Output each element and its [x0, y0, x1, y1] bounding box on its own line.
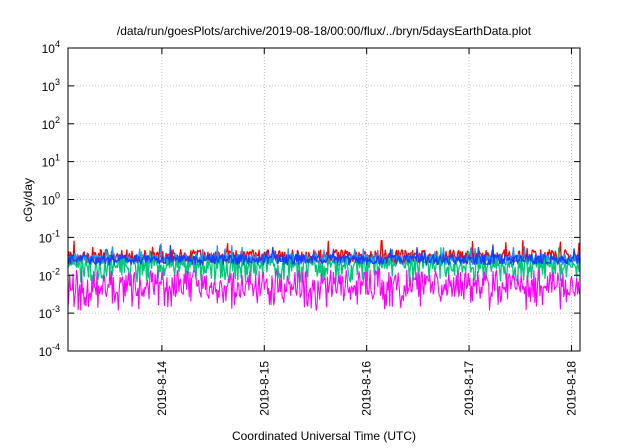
- x-axis-label: Coordinated Universal Time (UTC): [232, 429, 416, 443]
- series-line-3: [67, 247, 581, 283]
- y-tick-label: 102: [42, 115, 60, 132]
- x-tick-label: 2019-8-15: [257, 361, 271, 416]
- x-tick-label: 2019-8-14: [155, 361, 169, 416]
- y-tick-label: 10-3: [39, 304, 60, 321]
- y-tick-label: 10-4: [39, 342, 60, 359]
- series-line-5: [67, 267, 581, 311]
- y-tick-label: 104: [42, 39, 60, 56]
- x-tick-label: 2019-8-17: [462, 361, 476, 416]
- y-axis: 10-4 10-3 10-2 10-1 100 101 102 103 104: [39, 39, 580, 359]
- x-tick-label: 2019-8-16: [360, 361, 374, 416]
- x-tick-label: 2019-8-18: [564, 361, 578, 416]
- series-line-4: [67, 244, 581, 266]
- series-line-2: [67, 243, 581, 266]
- y-tick-label: 10-2: [39, 266, 60, 283]
- x-axis: 2019-8-14 2019-8-15 2019-8-16 2019-8-17 2019…: [155, 48, 578, 416]
- y-tick-label: 100: [42, 191, 60, 208]
- y-tick-label: 103: [42, 77, 60, 94]
- y-tick-label: 101: [42, 153, 60, 170]
- y-axis-label: cGy/day: [21, 178, 35, 222]
- grid: [68, 48, 580, 351]
- y-tick-label: 10-1: [39, 228, 60, 245]
- series-group: [67, 239, 581, 311]
- chart-title: /data/run/goesPlots/archive/2019-08-18/0…: [117, 24, 532, 38]
